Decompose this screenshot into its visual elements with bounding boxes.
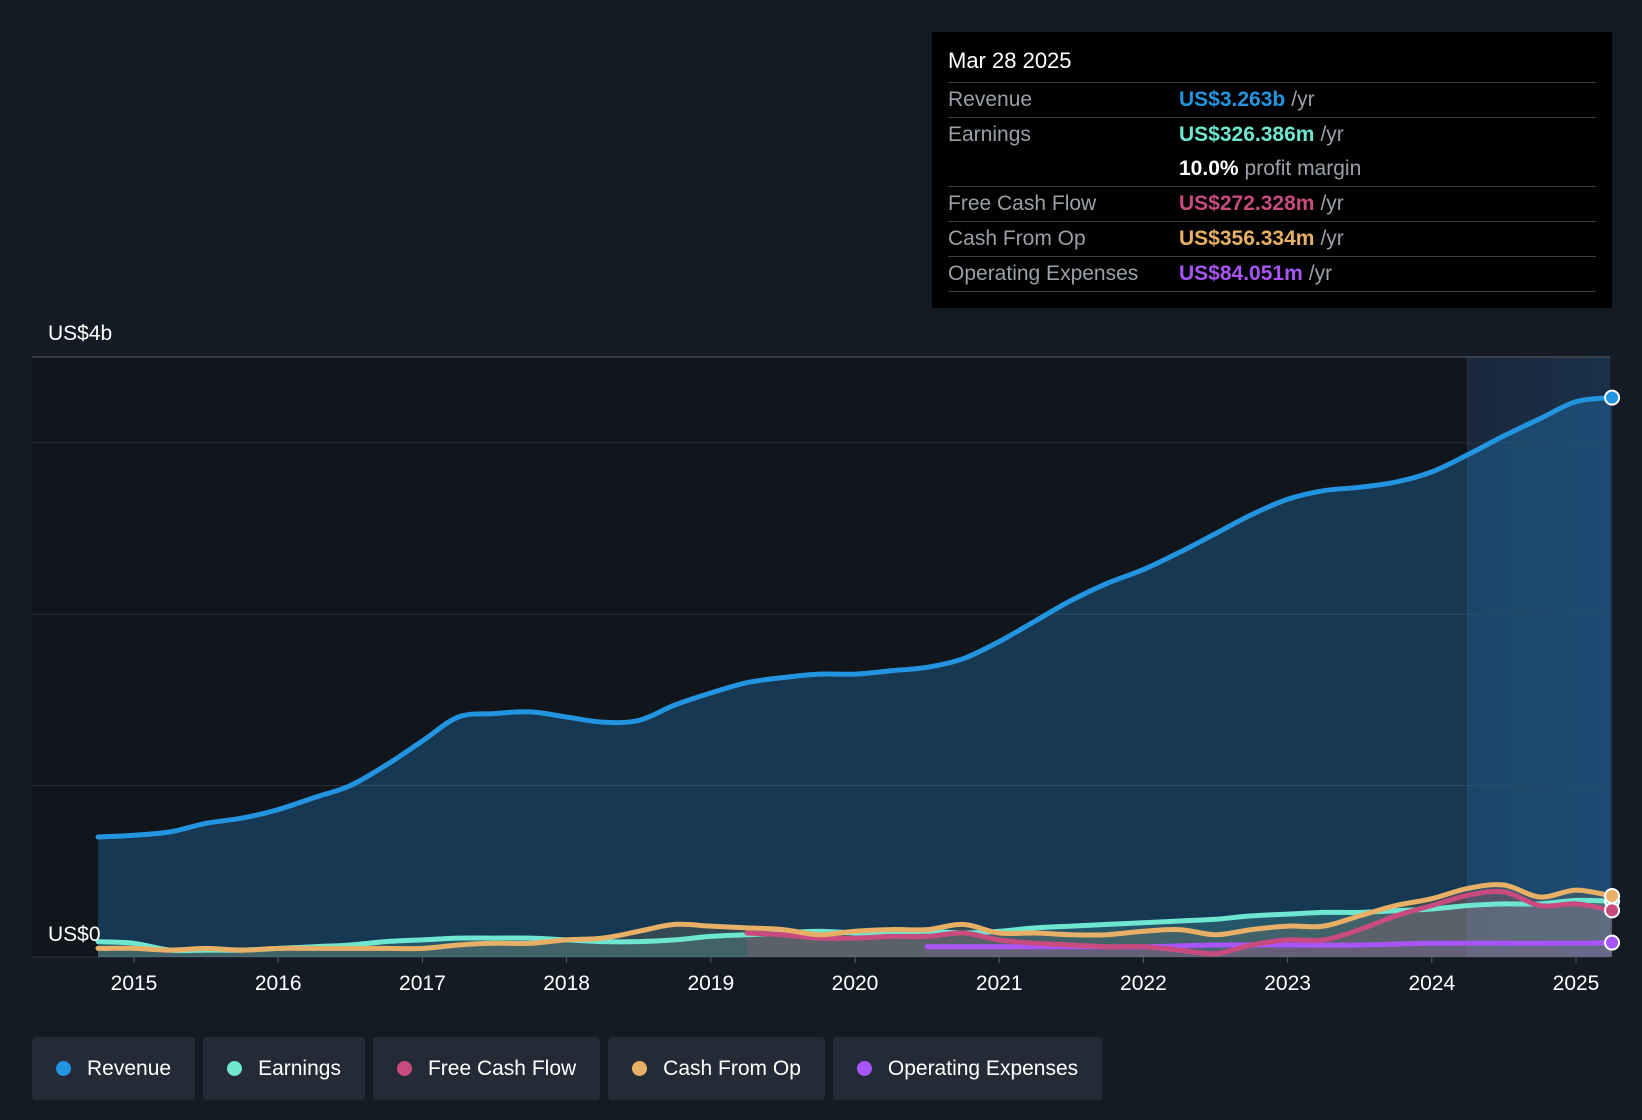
tooltip-label: Earnings bbox=[948, 123, 1031, 146]
area-revenue bbox=[98, 397, 1612, 958]
x-tick-label: 2017 bbox=[399, 972, 446, 995]
area-free-cash-flow bbox=[746, 891, 1612, 957]
tooltip-label: Revenue bbox=[948, 88, 1033, 111]
plot-background bbox=[32, 357, 1610, 957]
chart-legend: Revenue Earnings Free Cash Flow Cash Fro… bbox=[32, 1037, 1103, 1100]
legend-label: Revenue bbox=[87, 1056, 172, 1080]
tooltip-unit: /yr bbox=[1291, 88, 1315, 111]
endpoint-dots bbox=[1604, 389, 1621, 951]
x-tick-label: 2020 bbox=[832, 972, 879, 995]
x-tick-label: 2018 bbox=[543, 972, 590, 995]
tooltip-label: Cash From Op bbox=[948, 227, 1086, 250]
tooltip-row-operating-expenses: Operating Expenses US$84.051m /yr bbox=[948, 257, 1596, 292]
legend-item-operating-expenses[interactable]: Operating Expenses bbox=[832, 1037, 1103, 1100]
endpoint-dot-revenue bbox=[1604, 389, 1621, 406]
series-line-free-cash-flow bbox=[744, 888, 1615, 957]
endpoint-dot-free-cash-flow bbox=[1604, 902, 1621, 919]
tooltip-unit: /yr bbox=[1320, 123, 1344, 146]
legend-label: Earnings bbox=[258, 1056, 341, 1080]
series-line-revenue bbox=[95, 395, 1615, 840]
legend-dot-icon bbox=[56, 1061, 71, 1076]
x-tick-label: 2023 bbox=[1264, 972, 1311, 995]
highlight-region bbox=[1467, 357, 1610, 957]
tooltip-label: Free Cash Flow bbox=[948, 192, 1097, 215]
x-tick-label: 2022 bbox=[1120, 972, 1167, 995]
tooltip-value: US$326.386m bbox=[1179, 123, 1315, 146]
x-tick-label: 2024 bbox=[1408, 972, 1455, 995]
legend-label: Cash From Op bbox=[663, 1056, 801, 1080]
tooltip-row-free-cash-flow: Free Cash Flow US$272.328m /yr bbox=[948, 187, 1596, 222]
legend-item-earnings[interactable]: Earnings bbox=[203, 1037, 365, 1100]
legend-dot-icon bbox=[227, 1061, 243, 1076]
line-layer bbox=[95, 395, 1615, 957]
legend-label: Free Cash Flow bbox=[427, 1056, 577, 1080]
tooltip-value: 10.0% bbox=[1179, 157, 1239, 180]
legend-dot-icon bbox=[632, 1061, 648, 1076]
x-tick-label: 2025 bbox=[1553, 972, 1600, 995]
endpoint-dot-operating-expenses bbox=[1604, 934, 1621, 951]
x-tick-label: 2015 bbox=[111, 972, 158, 995]
tooltip-date: Mar 28 2025 bbox=[948, 46, 1596, 83]
tooltip-value: US$272.328m bbox=[1179, 192, 1315, 215]
series-line-operating-expenses bbox=[924, 940, 1615, 950]
legend-label: Operating Expenses bbox=[887, 1056, 1079, 1080]
tooltip-unit: /yr bbox=[1320, 192, 1344, 215]
tooltip-row-earnings: Earnings US$326.386m /yr bbox=[948, 118, 1596, 152]
x-tick-label: 2016 bbox=[255, 972, 302, 995]
legend-dot-icon bbox=[396, 1061, 412, 1076]
series-line-cash-from-op bbox=[95, 882, 1615, 953]
legend-item-cash-from-op[interactable]: Cash From Op bbox=[608, 1037, 825, 1100]
x-tick-label: 2021 bbox=[976, 972, 1023, 995]
y-axis-bottom-label: US$0 bbox=[48, 923, 101, 946]
tooltip-label bbox=[948, 152, 1179, 186]
x-tick-label: 2019 bbox=[687, 972, 734, 995]
tooltip-value: US$356.334m bbox=[1179, 227, 1315, 250]
x-axis-ticks: 2015 2016 2017 2018 2019 2020 2021 2022 2023 2024… bbox=[111, 957, 1600, 995]
tooltip-row-profit-margin: 10.0% profit margin bbox=[948, 152, 1596, 187]
tooltip-label: Operating Expenses bbox=[948, 262, 1139, 285]
legend-item-free-cash-flow[interactable]: Free Cash Flow bbox=[372, 1037, 601, 1100]
grid-layer bbox=[32, 356, 1610, 958]
endpoint-dot-cash-from-op bbox=[1604, 887, 1621, 904]
tooltip-value: US$3.263b bbox=[1179, 88, 1286, 111]
area-operating-expenses bbox=[927, 942, 1612, 957]
tooltip-unit: /yr bbox=[1320, 227, 1344, 250]
tooltip-unit: profit margin bbox=[1244, 157, 1362, 180]
tooltip-row-revenue: Revenue US$3.263b /yr bbox=[948, 83, 1596, 118]
tooltip-unit: /yr bbox=[1308, 262, 1333, 285]
area-cash-from-op bbox=[98, 884, 1612, 957]
legend-item-revenue[interactable]: Revenue bbox=[32, 1037, 196, 1100]
tooltip-row-cash-from-op: Cash From Op US$356.334m /yr bbox=[948, 222, 1596, 257]
y-axis-top-label: US$4b bbox=[48, 322, 112, 345]
tooltip-value: US$84.051m bbox=[1179, 262, 1303, 285]
legend-dot-icon bbox=[856, 1061, 872, 1076]
tooltip-panel: Mar 28 2025 Revenue US$3.263b /yr Earnin… bbox=[932, 32, 1612, 308]
